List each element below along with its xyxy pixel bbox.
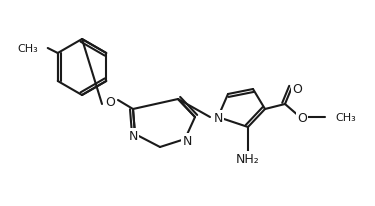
Text: O: O xyxy=(297,112,307,125)
Text: N: N xyxy=(213,112,223,125)
Text: CH₃: CH₃ xyxy=(335,112,356,122)
Text: N: N xyxy=(128,130,138,143)
Text: CH₃: CH₃ xyxy=(17,44,38,54)
Text: O: O xyxy=(292,83,302,96)
Text: NH₂: NH₂ xyxy=(236,153,260,166)
Text: N: N xyxy=(182,135,192,148)
Text: O: O xyxy=(105,96,115,109)
